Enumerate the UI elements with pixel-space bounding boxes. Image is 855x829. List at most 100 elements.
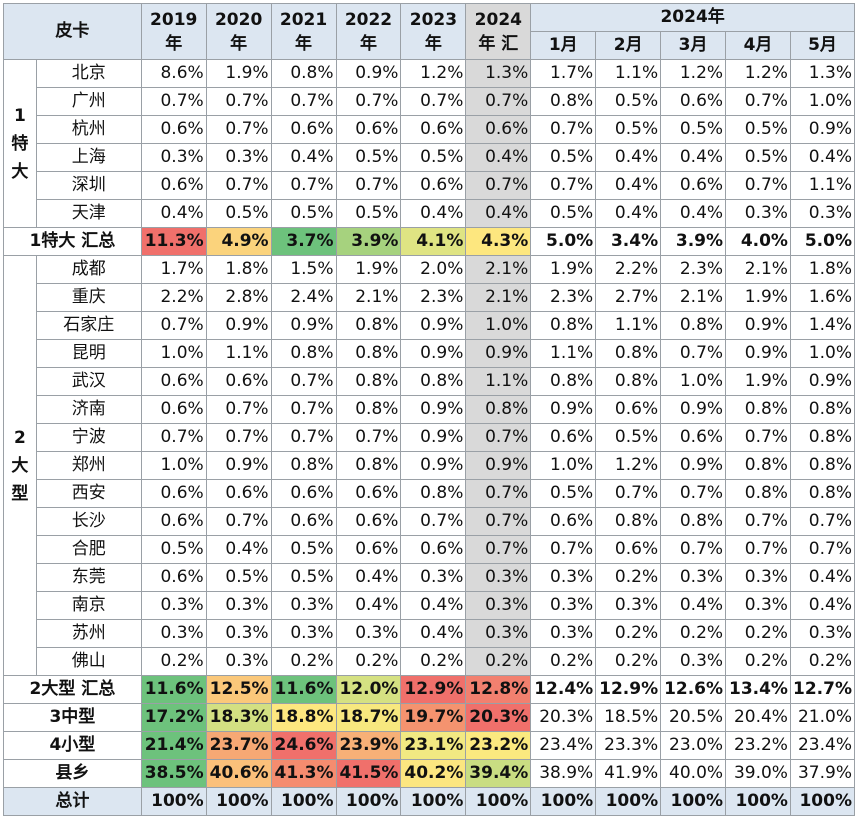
value-cell: 0.6%: [140, 479, 207, 508]
value-cell: 0.3%: [400, 563, 467, 592]
total-value: 100%: [660, 787, 727, 816]
city-name: 济南: [35, 395, 142, 424]
value-cell: 11.6%: [140, 675, 207, 704]
value-cell: 20.4%: [725, 703, 791, 732]
value-cell: 12.6%: [660, 675, 727, 704]
value-cell: 0.2%: [725, 619, 791, 648]
value-cell: 0.9%: [400, 311, 467, 340]
year-header-line1: 2021: [279, 9, 328, 30]
month-group-header: 2024年: [530, 3, 855, 32]
value-cell: 0.3%: [270, 619, 337, 648]
city-name: 长沙: [35, 507, 142, 536]
value-cell: 1.8%: [789, 255, 855, 284]
year-header: 2024 年 汇: [465, 3, 532, 60]
value-cell: 0.8%: [725, 451, 791, 480]
value-cell: 0.3%: [465, 591, 532, 620]
value-cell: 0.5%: [530, 479, 597, 508]
value-cell: 0.8%: [725, 479, 791, 508]
value-cell: 0.2%: [595, 563, 662, 592]
summary-label: 2大型 汇总: [3, 675, 142, 704]
table-row: 东莞 0.6% 0.5% 0.5% 0.4% 0.3% 0.3% 0.3% 0.2% 0.3% 0.…: [4, 563, 855, 592]
value-cell: 0.6%: [335, 115, 402, 144]
value-cell: 0.9%: [205, 451, 272, 480]
value-cell: 0.7%: [725, 171, 791, 200]
value-cell: 0.9%: [530, 395, 597, 424]
value-cell: 0.8%: [270, 451, 337, 480]
value-cell: 1.1%: [205, 339, 272, 368]
value-cell: 0.4%: [400, 619, 467, 648]
value-cell: 0.8%: [400, 367, 467, 396]
value-cell: 0.3%: [205, 619, 272, 648]
value-cell: 41.5%: [335, 759, 402, 788]
value-cell: 0.4%: [270, 143, 337, 172]
value-cell: 0.5%: [335, 143, 402, 172]
value-cell: 41.3%: [270, 759, 337, 788]
value-cell: 23.7%: [205, 731, 272, 760]
value-cell: 0.4%: [205, 535, 272, 564]
value-cell: 23.0%: [660, 731, 727, 760]
value-cell: 0.7%: [725, 87, 791, 116]
value-cell: 38.5%: [140, 759, 207, 788]
value-cell: 1.0%: [789, 339, 855, 368]
value-cell: 0.5%: [270, 563, 337, 592]
value-cell: 1.5%: [270, 255, 337, 284]
value-cell: 0.4%: [660, 591, 727, 620]
value-cell: 23.4%: [789, 731, 855, 760]
value-cell: 0.3%: [140, 619, 207, 648]
value-cell: 0.8%: [465, 395, 532, 424]
value-cell: 0.8%: [595, 507, 662, 536]
value-cell: 0.8%: [335, 367, 402, 396]
month-header: 2月: [595, 31, 662, 60]
value-cell: 0.8%: [595, 367, 662, 396]
total-value: 100%: [595, 787, 662, 816]
value-cell: 17.2%: [140, 703, 207, 732]
value-cell: 0.7%: [270, 171, 337, 200]
value-cell: 1.9%: [530, 255, 597, 284]
year-header-line2: 年: [165, 33, 183, 54]
value-cell: 0.3%: [205, 591, 272, 620]
value-cell: 12.4%: [530, 675, 597, 704]
value-cell: 0.5%: [595, 87, 662, 116]
value-cell: 0.6%: [270, 479, 337, 508]
city-name: 昆明: [35, 339, 142, 368]
value-cell: 0.7%: [205, 423, 272, 452]
value-cell: 0.8%: [530, 311, 597, 340]
value-cell: 0.9%: [335, 59, 402, 88]
value-cell: 0.9%: [400, 451, 467, 480]
table-row: 石家庄 0.7% 0.9% 0.9% 0.8% 0.9% 1.0% 0.8% 1.1% 0.8% 0…: [4, 311, 855, 340]
value-cell: 0.6%: [335, 507, 402, 536]
value-cell: 40.0%: [660, 759, 727, 788]
table-row: 重庆 2.2% 2.8% 2.4% 2.1% 2.3% 2.1% 2.3% 2.7% 2.1% 1.…: [4, 283, 855, 312]
value-cell: 0.7%: [140, 87, 207, 116]
value-cell: 0.6%: [400, 115, 467, 144]
value-cell: 23.2%: [465, 731, 532, 760]
value-cell: 12.5%: [205, 675, 272, 704]
value-cell: 20.5%: [660, 703, 727, 732]
value-cell: 1.2%: [725, 59, 791, 88]
value-cell: 0.5%: [725, 115, 791, 144]
value-cell: 13.4%: [725, 675, 791, 704]
value-cell: 1.9%: [205, 59, 272, 88]
total-value: 100%: [140, 787, 207, 816]
value-cell: 0.2%: [725, 647, 791, 676]
value-cell: 0.7%: [270, 423, 337, 452]
value-cell: 23.4%: [530, 731, 597, 760]
value-cell: 1.1%: [595, 311, 662, 340]
value-cell: 1.2%: [400, 59, 467, 88]
value-cell: 0.4%: [465, 199, 532, 228]
value-cell: 0.9%: [270, 311, 337, 340]
value-cell: 1.3%: [789, 59, 855, 88]
value-cell: 0.2%: [530, 647, 597, 676]
summary-row: 2大型 汇总 11.6% 12.5% 11.6% 12.0% 12.9% 12.8% 12.4…: [3, 675, 855, 704]
value-cell: 0.7%: [140, 423, 207, 452]
value-cell: 0.3%: [205, 143, 272, 172]
value-cell: 0.3%: [140, 143, 207, 172]
year-header-line2: 年: [230, 33, 248, 54]
value-cell: 23.1%: [400, 731, 467, 760]
value-cell: 37.9%: [789, 759, 855, 788]
value-cell: 0.4%: [335, 591, 402, 620]
value-cell: 0.7%: [205, 87, 272, 116]
month-header: 5月: [789, 31, 855, 60]
segment-label: 4小型: [3, 731, 142, 760]
month-header: 4月: [725, 31, 791, 60]
